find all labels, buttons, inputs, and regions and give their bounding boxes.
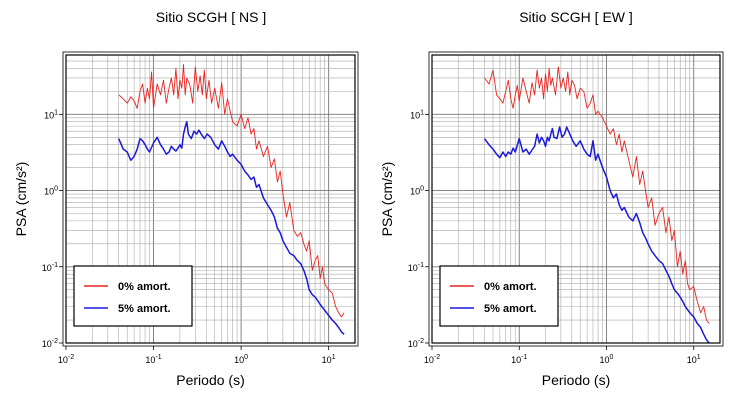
legend-label: 0% amort.	[484, 281, 537, 293]
y-axis-label: PSA (cm/s²)	[379, 162, 395, 237]
legend: 0% amort. 5% amort.	[73, 265, 193, 327]
x-tick-label: 100	[234, 354, 248, 365]
y-tick-label: 100	[410, 186, 424, 197]
series-line-0-amort	[484, 66, 710, 324]
x-tick-label: 10-1	[145, 354, 161, 365]
chart-panel-ew: Sitio SCGH [ EW ] 10-2 10-1 100 101 10-2 10-1 1…	[379, 9, 724, 388]
plot-frame-outer	[62, 51, 359, 347]
legend-label: 5% amort.	[118, 303, 171, 315]
x-tick-label: 101	[322, 354, 336, 365]
y-tick-label: 10-1	[42, 262, 58, 273]
series-line-0-amort	[118, 64, 345, 318]
chart-title: Sitio SCGH [ NS ]	[156, 9, 266, 25]
chart-title: Sitio SCGH [ EW ]	[519, 9, 633, 25]
x-tick-label: 101	[687, 354, 701, 365]
legend-box	[73, 265, 193, 327]
y-axis-label: PSA (cm/s²)	[13, 162, 29, 237]
y-tick-label: 101	[410, 109, 424, 120]
legend-box	[439, 265, 559, 327]
chart-panel-ns: Sitio SCGH [ NS ] 10-2 10-1 100 101 10-2 10-1 1…	[13, 9, 359, 388]
plot-frame-outer	[428, 51, 724, 347]
series-line-5-amort	[483, 126, 710, 344]
plot-frame	[431, 54, 721, 344]
y-tick-label: 10-2	[408, 338, 424, 349]
legend-label: 5% amort.	[484, 303, 537, 315]
x-tick-label: 10-1	[511, 354, 527, 365]
y-tick-label: 10-2	[42, 338, 58, 349]
x-tick-label: 10-2	[424, 354, 440, 365]
series-line-5-amort	[118, 120, 345, 335]
y-tick-label: 100	[44, 186, 58, 197]
legend: 0% amort. 5% amort.	[439, 265, 559, 327]
x-tick-label: 100	[600, 354, 614, 365]
x-axis-label: Periodo (s)	[176, 372, 244, 388]
plot-frame	[65, 54, 356, 344]
y-tick-label: 10-1	[408, 262, 424, 273]
legend-label: 0% amort.	[118, 281, 171, 293]
y-tick-label: 101	[44, 109, 58, 120]
x-axis-label: Periodo (s)	[542, 372, 610, 388]
x-tick-label: 10-2	[58, 354, 74, 365]
